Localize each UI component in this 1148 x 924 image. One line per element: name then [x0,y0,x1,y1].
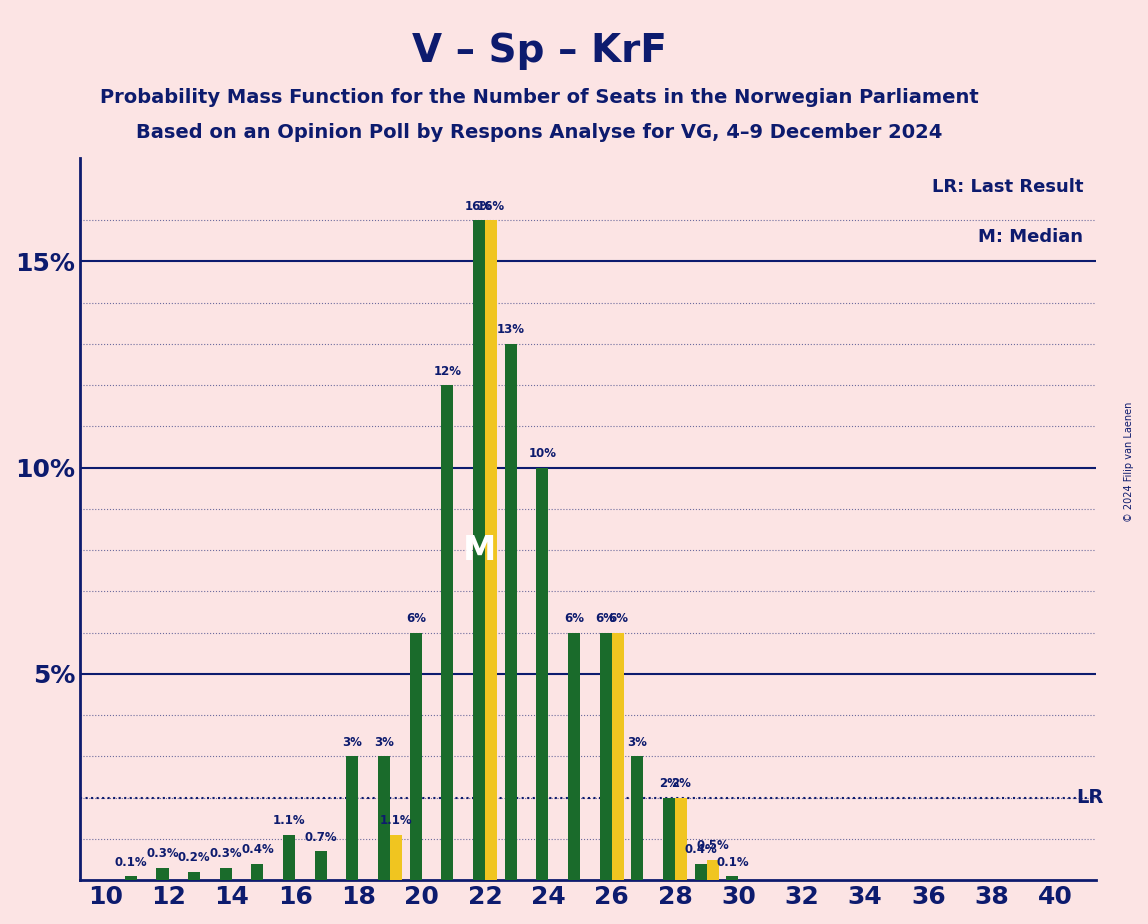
Text: 16%: 16% [465,200,494,213]
Bar [568,633,580,881]
Text: 0.3%: 0.3% [209,847,242,860]
Text: 0.2%: 0.2% [178,851,210,865]
Bar [675,797,688,881]
Bar [536,468,549,881]
Text: 2%: 2% [672,777,691,790]
Bar [315,851,327,881]
Text: 12%: 12% [434,365,461,378]
Text: Probability Mass Function for the Number of Seats in the Norwegian Parliament: Probability Mass Function for the Number… [100,88,979,107]
Text: 0.3%: 0.3% [146,847,179,860]
Text: 2%: 2% [659,777,678,790]
Text: M: M [463,534,496,566]
Bar [599,633,612,881]
Bar [251,864,264,881]
Bar [664,797,675,881]
Bar [505,344,517,881]
Text: LR: LR [1076,788,1103,808]
Text: 1.1%: 1.1% [380,814,412,827]
Text: 0.5%: 0.5% [697,839,729,852]
Bar [188,872,200,881]
Bar [727,876,738,881]
Text: Based on an Opinion Poll by Respons Analyse for VG, 4–9 December 2024: Based on an Opinion Poll by Respons Anal… [137,123,943,142]
Bar [410,633,421,881]
Bar [631,757,643,881]
Text: © 2024 Filip van Laenen: © 2024 Filip van Laenen [1124,402,1134,522]
Text: 16%: 16% [478,200,505,213]
Text: 3%: 3% [628,736,647,749]
Text: 0.4%: 0.4% [241,844,274,857]
Bar [156,868,169,881]
Text: 0.7%: 0.7% [304,831,338,844]
Text: M: Median: M: Median [978,227,1084,246]
Text: 13%: 13% [497,323,525,336]
Text: 6%: 6% [405,613,426,626]
Bar [125,876,137,881]
Bar [473,220,486,881]
Text: V – Sp – KrF: V – Sp – KrF [412,32,667,70]
Bar [442,385,453,881]
Bar [612,633,623,881]
Text: 6%: 6% [596,613,615,626]
Text: 1.1%: 1.1% [273,814,305,827]
Text: 3%: 3% [374,736,394,749]
Bar [347,757,358,881]
Text: 0.1%: 0.1% [115,856,147,869]
Bar [219,868,232,881]
Text: 10%: 10% [528,447,557,460]
Bar [284,834,295,881]
Bar [486,220,497,881]
Text: 0.1%: 0.1% [716,856,748,869]
Text: 0.4%: 0.4% [684,844,718,857]
Text: 3%: 3% [342,736,363,749]
Bar [695,864,707,881]
Text: LR: Last Result: LR: Last Result [932,178,1084,196]
Bar [390,834,402,881]
Bar [707,859,719,881]
Text: 6%: 6% [564,613,584,626]
Text: 6%: 6% [607,613,628,626]
Bar [378,757,390,881]
